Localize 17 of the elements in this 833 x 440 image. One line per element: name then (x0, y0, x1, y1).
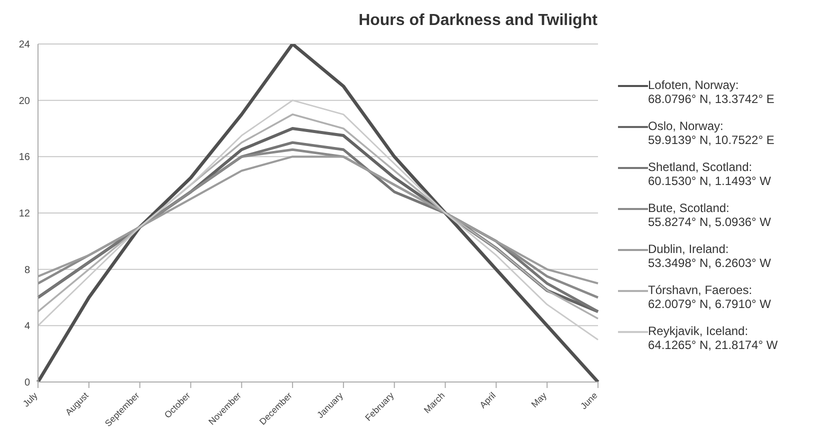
y-tick-label: 24 (18, 40, 30, 51)
legend-label: Dublin, Ireland: 53.3498° N, 6.2603° W (648, 242, 772, 270)
y-tick-label: 12 (18, 208, 30, 220)
y-tick-label: 16 (18, 152, 30, 164)
legend-label: Tórshavn, Faeroes: 62.0079° N, 6.7910° W (648, 283, 772, 311)
legend-label: Shetland, Scotland: 60.1530° N, 1.1493° W (648, 160, 772, 188)
y-tick-label: 8 (24, 264, 30, 276)
y-tick-label: 4 (24, 321, 30, 332)
x-tick-label: May (529, 390, 549, 410)
chart-title: Hours of Darkness and Twilight (358, 12, 598, 30)
legend-label: Bute, Scotland: 55.8274° N, 5.0936° W (648, 201, 772, 229)
legend-label: Lofoten, Norway: 68.0796° N, 13.3742° E (648, 78, 774, 106)
y-tick-label: 0 (24, 378, 30, 389)
legend-label: Reykjavik, Iceland: 64.1265° N, 21.8174° W (648, 324, 778, 352)
y-tick-label: 20 (18, 96, 30, 107)
x-tick-label: July (21, 390, 40, 409)
legend-label: Oslo, Norway: 59.9139° N, 10.7522° E (648, 119, 774, 147)
